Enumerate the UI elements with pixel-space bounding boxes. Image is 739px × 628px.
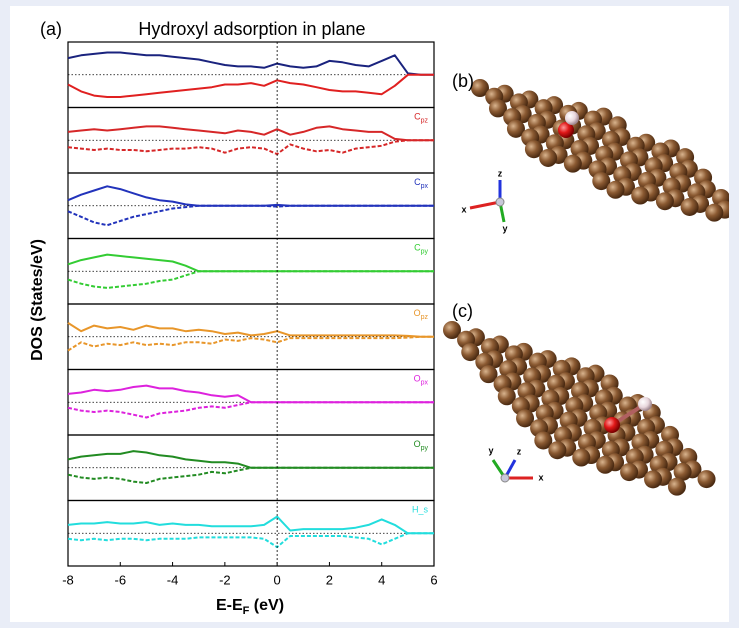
x-axis-label-unit: (eV) (249, 597, 284, 614)
carbon-atom (668, 478, 686, 496)
panel-label-main: O (414, 374, 421, 384)
carbon-atom (596, 456, 614, 474)
structure-label: (b) (452, 71, 474, 91)
axis-origin (496, 198, 504, 206)
carbon-atom (681, 198, 699, 216)
axis-letter: x (538, 472, 543, 482)
panel-label-sub: pz (421, 117, 429, 124)
carbon-atom (539, 149, 557, 167)
axis-letter: x (461, 204, 466, 214)
panel-label-sub: px (421, 379, 429, 386)
x-tick-label: -6 (115, 572, 127, 587)
carbon-atom (698, 470, 716, 488)
x-tick-label: -4 (167, 572, 179, 587)
carbon-atom (656, 192, 674, 210)
carbon-atom (564, 155, 582, 173)
axis-letter: y (502, 223, 507, 233)
hydrogen-atom (638, 397, 652, 411)
x-tick-label: 0 (274, 572, 281, 587)
panel-label: (a) (40, 19, 62, 39)
axis-letter: z (498, 168, 503, 178)
panel-label-sub: py (421, 248, 429, 255)
carbon-atom (620, 463, 638, 481)
hydrogen-atom (565, 111, 579, 125)
structure-label: (c) (452, 301, 473, 321)
x-tick-label: 4 (378, 572, 385, 587)
panel-label-main: H_s (412, 505, 429, 515)
panel-label-sub: pz (421, 314, 429, 321)
x-axis-label: E-EF (eV) (216, 597, 284, 617)
x-tick-label: 6 (430, 572, 437, 587)
carbon-atom (607, 181, 625, 199)
carbon-atom (548, 441, 566, 459)
y-axis-label: DOS (States/eV) (29, 239, 46, 361)
carbon-atom (644, 470, 662, 488)
axis-letter: y (488, 445, 493, 455)
carbon-atom (705, 204, 723, 222)
axis-letter: z (517, 446, 522, 456)
figure: (a) Hydroxyl adsorption in plane DOS (St… (10, 6, 729, 622)
carbon-atom (572, 449, 590, 467)
x-tick-label: -2 (219, 572, 231, 587)
panel-label-main: O (414, 439, 421, 449)
panel-label-sub: py (421, 445, 429, 452)
figure-background (10, 6, 729, 622)
x-tick-label: 2 (326, 572, 333, 587)
panel-label-main: O (414, 308, 421, 318)
axis-origin (501, 474, 509, 482)
x-axis-label-main: E-E (216, 597, 243, 614)
oxygen-atom (604, 417, 620, 433)
page: {"chart_data": {"type": "line", "panel_l… (0, 0, 739, 628)
chart-title: Hydroxyl adsorption in plane (138, 19, 365, 39)
panel-label: H_s (412, 505, 429, 515)
panel-label-sub: px (421, 183, 429, 190)
carbon-atom (631, 187, 649, 205)
x-tick-label: -8 (62, 572, 74, 587)
